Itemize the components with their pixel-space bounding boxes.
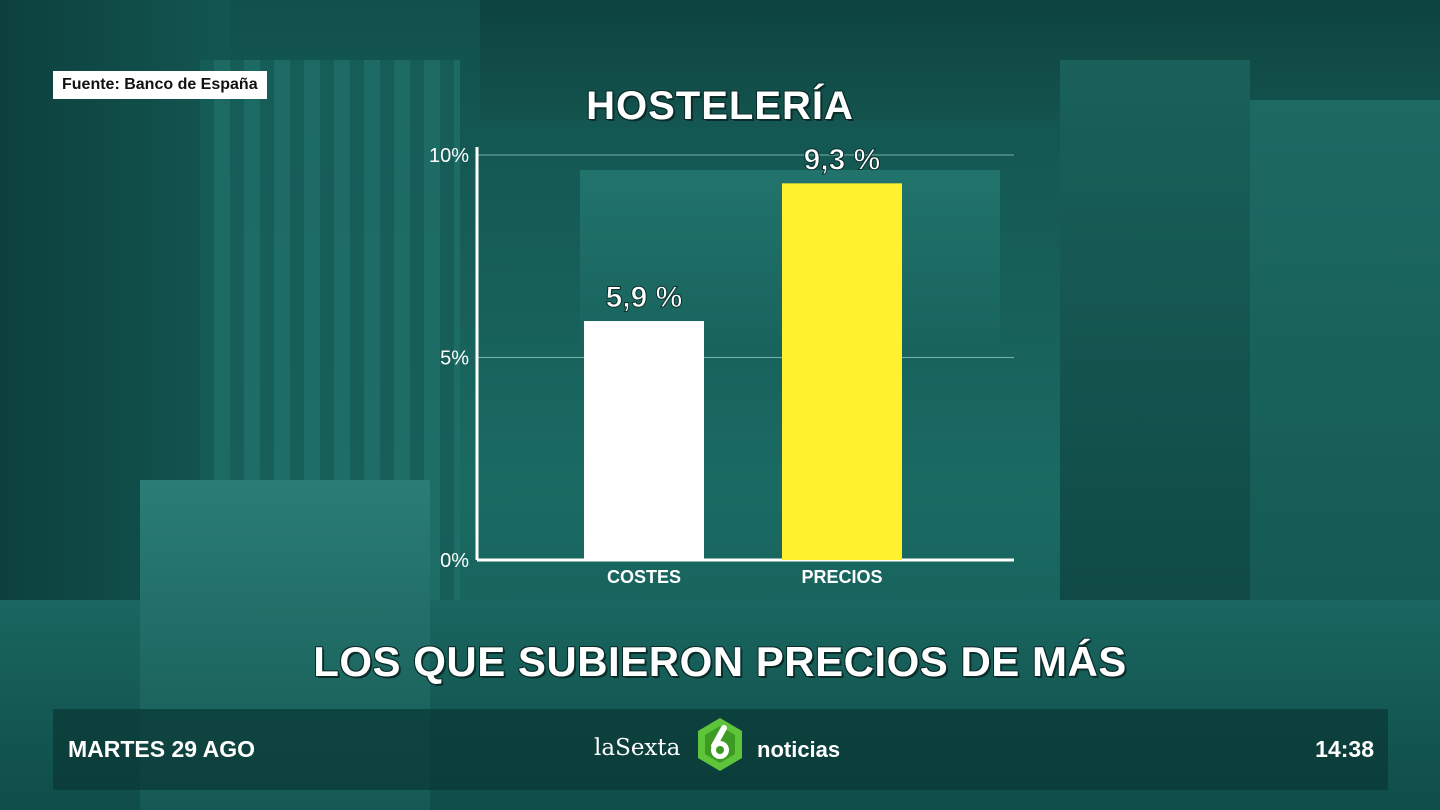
category-label: PRECIOS	[801, 567, 882, 587]
headline: LOS QUE SUBIERON PRECIOS DE MÁS	[313, 638, 1127, 685]
bar-value-label: 5,9 %	[606, 281, 683, 314]
category-label: COSTES	[607, 567, 681, 587]
brand-noticias: noticias	[757, 737, 841, 762]
y-tick-label: 10%	[429, 145, 469, 167]
bar-value-label: 9,3 %	[804, 143, 881, 176]
bar-costes	[584, 321, 704, 560]
bar-chart: 0% 5% 10% 5,9 % COSTES 9,3 % PRECIOS	[429, 143, 1014, 587]
date-label: MARTES 29 AGO	[68, 736, 256, 762]
lasexta-6-logo-icon	[698, 718, 742, 771]
y-tick-label: 5%	[440, 348, 469, 370]
y-tick-label: 0%	[440, 550, 469, 572]
time-label: 14:38	[1315, 736, 1374, 762]
bar-precios	[782, 183, 902, 560]
source-label: Fuente: Banco de España	[53, 71, 267, 99]
chart-title: HOSTELERÍA	[586, 84, 854, 128]
brand-lasexta: laSexta	[594, 735, 681, 761]
